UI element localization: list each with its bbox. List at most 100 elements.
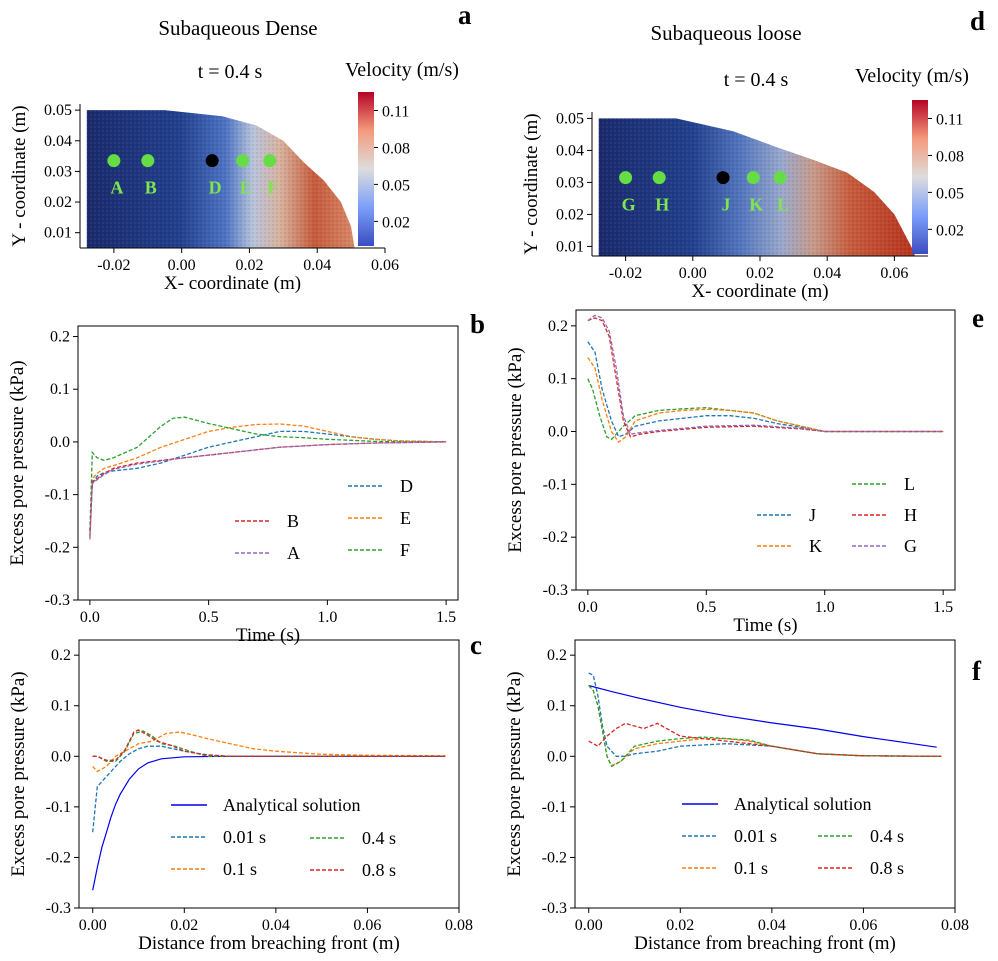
y-tick-label: -0.3 [542, 900, 567, 917]
legend-label: 0.8 s [362, 860, 396, 880]
x-tick-label: 0.02 [666, 917, 694, 934]
probe-point-H [652, 171, 666, 185]
x-tick-label: 0.04 [813, 265, 841, 282]
y-tick-label: 0.04 [556, 142, 584, 159]
y-tick-label: 0.0 [51, 748, 71, 765]
probe-label-F: F [267, 178, 278, 198]
series-line-f [89, 416, 447, 532]
time-label: t = 0.4 s [724, 69, 789, 91]
colorbar-tick-label: 0.05 [382, 177, 410, 194]
y-tick-label: 0.02 [556, 206, 584, 223]
legend-label: B [287, 511, 299, 531]
colorbar-label: Velocity (m/s) [345, 59, 459, 81]
x-tick-label: 0.00 [168, 257, 196, 274]
colorbar-tick-label: 0.08 [382, 140, 410, 157]
x-tick-label: 0.02 [235, 257, 263, 274]
probe-label-D: D [209, 178, 222, 198]
series-line-0.8-s [588, 722, 942, 757]
colorbar-tick-label: 0.08 [936, 148, 964, 165]
probe-label-H: H [655, 195, 669, 215]
panel-d: Subaqueous loose t = 0.4 s Velocity (m/s) 0… [521, 6, 985, 302]
grain-texture [598, 118, 915, 257]
colorbar-tick-label: 0.02 [936, 222, 964, 239]
series-line-0.01-s [92, 745, 446, 833]
axes-frame [77, 325, 459, 601]
y-tick-label: 0.1 [50, 381, 70, 398]
y-tick-label: 0.01 [556, 238, 584, 255]
legend-label: L [904, 474, 915, 494]
y-tick-label: 0.1 [51, 698, 71, 715]
y-axis-label: Y - coordinate (m) [521, 113, 542, 254]
x-tick-label: 0.00 [575, 917, 603, 934]
series-line-g [587, 314, 944, 435]
x-tick-label: 0.00 [679, 265, 707, 282]
legend-label: E [400, 508, 411, 528]
axes-frame [574, 639, 956, 909]
legend-label: F [400, 540, 410, 560]
time-label: t = 0.4 s [198, 61, 263, 83]
x-tick-label: 0.06 [880, 265, 908, 282]
series-line-0.8-s [92, 729, 446, 761]
y-tick-label: -0.2 [46, 849, 71, 866]
series-line-analytical-solution [92, 755, 446, 891]
legend-label: 0.4 s [870, 826, 904, 846]
legend-label: Analytical solution [734, 794, 871, 814]
y-tick-label: 0.04 [44, 133, 72, 150]
probe-point-J [716, 171, 730, 185]
x-tick-label: 0.04 [758, 917, 786, 934]
y-tick-label: 0.01 [44, 225, 72, 242]
x-tick-label: 1.0 [815, 599, 835, 616]
legend-label: Analytical solution [223, 795, 360, 815]
y-tick-label: 0.03 [556, 174, 584, 191]
probe-label-L: L [777, 195, 789, 215]
series-line-k [587, 357, 944, 444]
y-tick-label: -0.1 [543, 476, 568, 493]
series-line-l [587, 378, 944, 441]
panel-f: 0.00 0.02 0.04 0.06 0.08 -0.3 -0.2 -0.1 0.0 0.1 0.… [504, 639, 982, 954]
y-tick-label: 0.1 [548, 371, 568, 388]
panel-e: 0.0 0.5 1.0 1.5 -0.3 -0.2 -0.1 0.0 0.1 0.2 Time (s… [505, 303, 984, 636]
series-line-analytical-solution [588, 684, 937, 748]
legend-label: 0.4 s [362, 828, 396, 848]
colorbar-tick-label: 0.11 [382, 103, 409, 120]
legend-label: J [809, 505, 816, 525]
x-tick-label: 1.5 [933, 599, 953, 616]
probe-point-E [236, 154, 250, 168]
x-axis-label: Time (s) [733, 615, 797, 636]
probe-point-K [746, 171, 760, 185]
panel-label: e [972, 303, 984, 333]
series-group [587, 314, 944, 444]
x-tick-label: 0.04 [303, 257, 331, 274]
colorbar [912, 100, 928, 254]
probe-point-B [141, 154, 155, 168]
probe-label-B: B [145, 178, 157, 198]
y-tick-label: -0.1 [542, 799, 567, 816]
x-tick-label: -0.02 [609, 265, 642, 282]
y-tick-label: 0.05 [44, 102, 72, 119]
panel-label: c [470, 630, 482, 660]
y-tick-label: 0.0 [50, 434, 70, 451]
y-tick-label: 0.1 [547, 698, 567, 715]
x-tick-label: 0.0 [80, 609, 100, 626]
y-tick-label: -0.3 [45, 592, 70, 609]
series-group [92, 729, 446, 891]
axes-frame [78, 639, 460, 909]
y-axis-label: Excess pore pressure (kPa) [8, 671, 29, 876]
y-tick-label: 0.02 [44, 194, 72, 211]
x-tick-label: 0.06 [849, 917, 877, 934]
series-line-e [89, 423, 447, 532]
panel-label: b [470, 309, 485, 339]
y-tick-label: -0.2 [542, 849, 567, 866]
y-tick-label: 0.05 [556, 110, 584, 127]
x-tick-label: 0.06 [353, 917, 381, 934]
series-line-0.1-s [92, 731, 446, 773]
y-tick-label: 0.2 [50, 329, 70, 346]
colorbar-tick-label: 0.11 [936, 111, 963, 128]
x-tick-label: 0.5 [199, 609, 219, 626]
x-axis-label: Distance from breaching front (m) [634, 933, 896, 954]
y-tick-label: 0.03 [44, 163, 72, 180]
series-line-a [89, 441, 447, 540]
y-tick-label: -0.3 [543, 582, 568, 599]
series-group [89, 416, 447, 540]
probe-point-G [619, 171, 633, 185]
